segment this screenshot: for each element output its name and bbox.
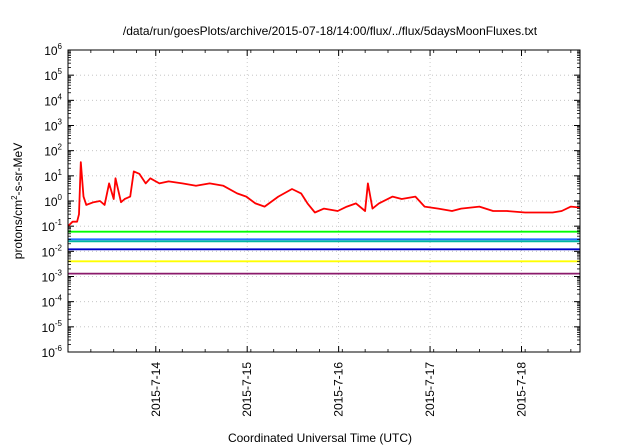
y-tick-label: 105 bbox=[44, 67, 62, 83]
y-tick-base: 10 bbox=[44, 94, 58, 108]
y-tick-label: 102 bbox=[44, 143, 62, 159]
x-tick-label: 2015-7-18 bbox=[514, 362, 528, 417]
y-axis: 10-610-510-410-310-210-11001011021031041… bbox=[42, 42, 580, 360]
x-tick-label: 2015-7-14 bbox=[149, 362, 163, 417]
y-tick-label: 10-3 bbox=[42, 269, 63, 285]
y-tick-label: 101 bbox=[44, 168, 62, 184]
series-group bbox=[67, 161, 581, 275]
y-tick-base: 10 bbox=[44, 120, 58, 134]
y-tick-exponent: -2 bbox=[55, 243, 63, 252]
y-tick-label: 100 bbox=[44, 193, 62, 209]
y-tick-exponent: -4 bbox=[55, 294, 63, 303]
x-tick-label: 2015-7-16 bbox=[332, 362, 346, 417]
y-tick-base: 10 bbox=[44, 170, 58, 184]
y-tick-base: 10 bbox=[42, 296, 56, 310]
y-tick-label: 10-4 bbox=[42, 294, 63, 310]
y-axis-label-sup: 2 bbox=[10, 195, 19, 200]
y-tick-label: 10-2 bbox=[42, 243, 63, 259]
y-tick-exponent: 0 bbox=[58, 193, 63, 202]
y-tick-base: 10 bbox=[42, 245, 56, 259]
y-tick-label: 10-1 bbox=[42, 218, 63, 234]
y-tick-base: 10 bbox=[44, 69, 58, 83]
x-tick-label: 2015-7-17 bbox=[423, 362, 437, 417]
y-tick-exponent: 3 bbox=[58, 118, 63, 127]
y-tick-base: 10 bbox=[42, 346, 56, 360]
x-axis-label: Coordinated Universal Time (UTC) bbox=[228, 431, 412, 445]
y-tick-base: 10 bbox=[42, 271, 56, 285]
y-tick-base: 10 bbox=[44, 145, 58, 159]
y-tick-exponent: 2 bbox=[58, 143, 63, 152]
y-tick-exponent: 4 bbox=[58, 92, 63, 101]
y-tick-label: 106 bbox=[44, 42, 62, 58]
y-tick-exponent: 1 bbox=[58, 168, 63, 177]
y-tick-label: 10-5 bbox=[42, 319, 63, 335]
x-axis: 2015-7-14 2015-7-15 2015-7-16 2015-7-17 2015… bbox=[67, 50, 572, 417]
x-tick-label: 2015-7-15 bbox=[240, 362, 254, 417]
y-tick-base: 10 bbox=[44, 195, 58, 209]
y-axis-label-suffix: -s-sr-MeV bbox=[11, 143, 25, 196]
y-axis-label-prefix: protons/cm bbox=[11, 200, 25, 259]
y-tick-label: 104 bbox=[44, 92, 62, 108]
y-tick-label: 10-6 bbox=[42, 344, 63, 360]
y-tick-exponent: -1 bbox=[55, 218, 63, 227]
y-tick-exponent: -3 bbox=[55, 269, 63, 278]
grid bbox=[68, 50, 580, 352]
y-tick-exponent: -6 bbox=[55, 344, 63, 353]
y-tick-base: 10 bbox=[42, 220, 56, 234]
y-tick-exponent: -5 bbox=[55, 319, 63, 328]
y-tick-exponent: 6 bbox=[58, 42, 63, 51]
y-tick-exponent: 5 bbox=[58, 67, 63, 76]
y-tick-label: 103 bbox=[44, 118, 62, 134]
series-line-0 bbox=[67, 161, 581, 227]
y-tick-base: 10 bbox=[44, 44, 58, 58]
chart-title: /data/run/goesPlots/archive/2015-07-18/1… bbox=[123, 24, 538, 38]
y-tick-base: 10 bbox=[42, 321, 56, 335]
y-axis-label: protons/cm2-s-sr-MeV bbox=[10, 143, 25, 259]
